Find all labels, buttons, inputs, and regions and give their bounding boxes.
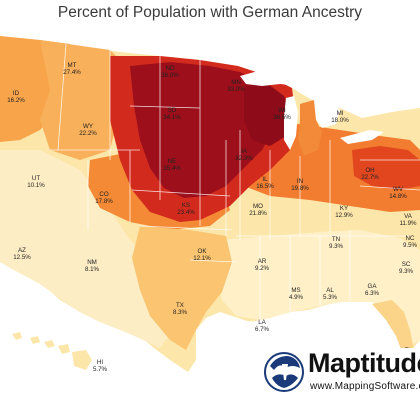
state-value-tx: 8.3% [173,309,188,316]
state-value-hi: 5.7% [93,366,108,373]
state-value-tn: 9.3% [329,243,344,250]
logo-url: www.MappingSoftware.com [310,381,420,392]
state-value-ut: 10.1% [27,182,45,189]
state-labels: ID16.2%MT27.4%WY22.2%UT10.1%CO17.8%AZ12.… [7,62,417,373]
state-value-mn: 33.0% [227,86,245,93]
lake-superior [240,70,310,86]
state-value-al: 5.3% [323,294,338,301]
state-label-wv: WV [393,186,404,193]
south-plains-zone [132,226,232,350]
maptitude-logo: Maptitude www.MappingSoftware.com [256,348,420,420]
state-label-ne: NE [168,158,177,165]
state-value-in: 19.8% [291,185,309,192]
state-value-ne: 35.4% [163,165,181,172]
state-value-co: 17.8% [95,198,113,205]
map-title: Percent of Population with German Ancest… [57,4,363,21]
state-label-ok: OK [198,248,208,255]
michigan-zone [298,100,322,156]
state-value-ms: 4.9% [289,294,304,301]
state-label-in: IN [297,178,303,185]
state-value-nm: 8.1% [85,266,100,273]
state-label-ut: UT [32,175,40,182]
state-value-mt: 27.4% [63,69,81,76]
state-label-ks: KS [182,202,190,209]
state-label-nm: NM [87,259,97,266]
midwest-core-extreme [130,62,276,198]
state-value-il: 16.5% [256,183,274,190]
state-label-az: AZ [18,247,26,254]
state-value-ga: 6.3% [365,290,380,297]
state-label-tn: TN [332,236,340,243]
state-label-id: ID [13,90,20,97]
state-value-sd: 34.1% [163,114,181,121]
state-label-mi: MI [337,110,344,117]
state-value-oh: 22.7% [361,174,379,181]
state-value-ks: 23.4% [177,209,195,216]
logo-wordmark: Maptitude [308,348,420,378]
state-value-nd: 36.0% [161,72,179,79]
florida [372,300,414,360]
state-label-nd: ND [166,65,175,72]
canada-region [0,26,420,130]
state-label-va: VA [404,213,413,220]
state-value-ky: 12.9% [335,212,353,219]
state-label-ar: AR [258,258,267,265]
state-label-tx: TX [176,302,184,309]
southeast-zone [216,230,420,350]
state-label-il: IL [262,176,268,183]
southwest-zone [0,150,180,348]
state-value-ok: 12.1% [193,255,211,262]
hawaii-islands [12,332,92,370]
state-label-mn: MN [231,79,241,86]
state-label-nc: NC [406,235,415,242]
state-value-wv: 14.8% [389,193,407,200]
state-value-la: 6.7% [255,326,270,333]
lake-michigan [284,96,298,150]
state-label-la: LA [258,319,266,326]
state-label-mt: MT [68,62,77,69]
state-value-ar: 9.2% [255,265,270,272]
globe-icon [262,350,306,394]
montana-wyoming-zone [40,40,130,160]
state-value-mi: 18.0% [331,117,349,124]
state-label-sd: SD [168,107,177,114]
lake-huron [314,96,340,128]
state-value-wy: 22.2% [79,130,97,137]
state-value-sc: 9.3% [399,268,414,275]
state-value-nc: 9.5% [403,242,418,249]
state-value-wi: 38.5% [273,114,291,121]
state-label-wi: WI [278,107,286,114]
state-borders [50,43,420,320]
wisconsin-extreme [244,84,292,146]
state-label-ms: MS [291,287,300,294]
state-label-ky: KY [340,205,348,212]
state-label-sc: SC [402,261,411,268]
pennsylvania-zone [352,146,420,190]
state-value-ia: 32.3% [235,155,253,162]
state-value-va: 11.9% [399,220,417,227]
state-label-oh: OH [365,167,374,174]
state-label-hi: HI [97,359,103,366]
state-value-mo: 21.8% [249,210,267,217]
state-label-ga: GA [368,283,378,290]
state-label-ia: IA [241,148,248,155]
state-label-mo: MO [253,203,263,210]
state-label-co: CO [99,191,108,198]
lake-erie [340,130,384,144]
state-value-id: 16.2% [7,97,25,104]
state-value-az: 12.5% [13,254,31,261]
state-label-wy: WY [83,123,93,130]
state-label-al: AL [326,287,334,294]
